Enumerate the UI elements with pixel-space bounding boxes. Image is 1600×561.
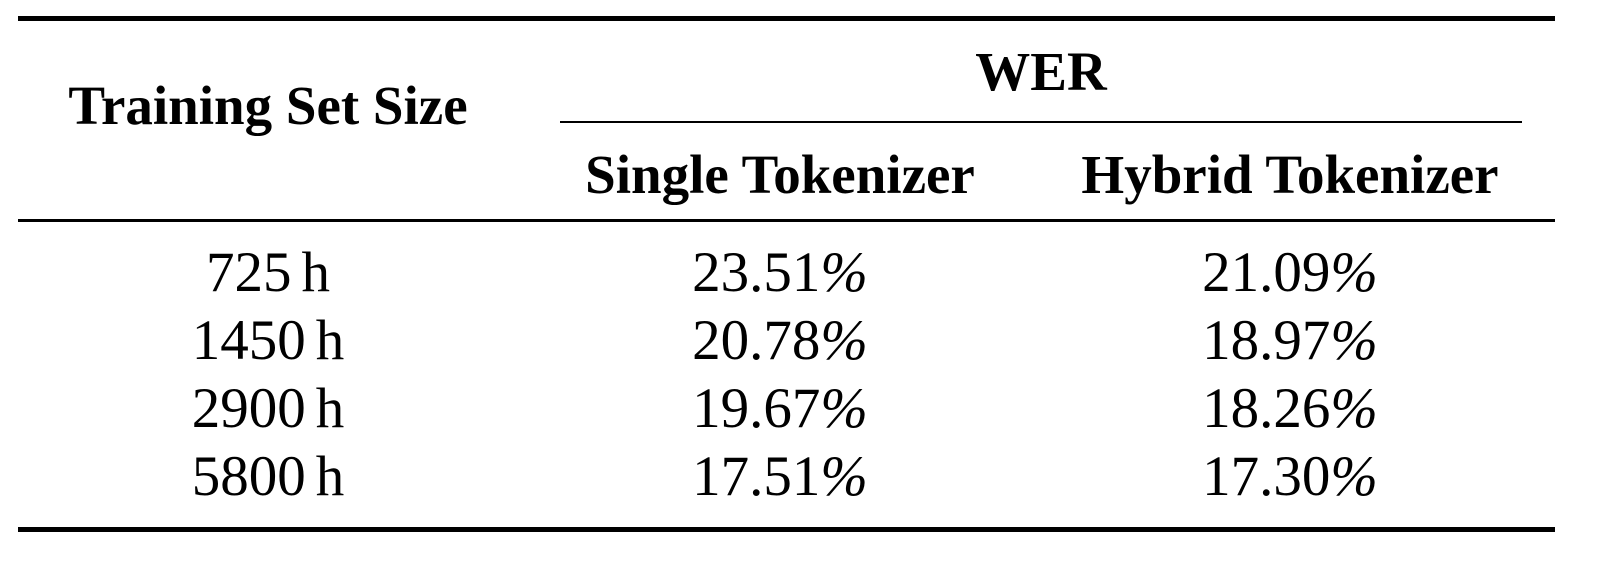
percent-sign: % bbox=[820, 241, 868, 304]
single-tokenizer-header: Single Tokenizer bbox=[585, 144, 975, 205]
percent-sign: % bbox=[820, 309, 868, 372]
size-unit: h bbox=[301, 241, 331, 304]
size-value: 725 bbox=[206, 241, 292, 304]
size-value: 5800 bbox=[191, 445, 306, 508]
table-row-size: 5800 h bbox=[18, 448, 518, 505]
wer-value: 17.51 bbox=[692, 445, 821, 508]
wer-value: 19.67 bbox=[692, 377, 821, 440]
table-row-single-wer: 20.78% bbox=[560, 312, 1000, 369]
wer-value: 20.78 bbox=[692, 309, 821, 372]
table-row-hybrid-wer: 18.26% bbox=[1040, 380, 1540, 437]
wer-group-header: WER bbox=[975, 41, 1107, 102]
table-row-hybrid-wer: 17.30% bbox=[1040, 448, 1540, 505]
table-row-size: 1450 h bbox=[18, 312, 518, 369]
percent-sign: % bbox=[1330, 309, 1378, 372]
header-rule bbox=[18, 219, 1555, 222]
group-underline bbox=[560, 121, 1522, 123]
wer-value: 18.26 bbox=[1202, 377, 1331, 440]
table-row-hybrid-wer: 18.97% bbox=[1040, 312, 1540, 369]
size-unit: h bbox=[315, 445, 345, 508]
wer-value: 18.97 bbox=[1202, 309, 1331, 372]
wer-value: 23.51 bbox=[692, 241, 821, 304]
hybrid-tokenizer-header: Hybrid Tokenizer bbox=[1081, 144, 1499, 205]
percent-sign: % bbox=[1330, 241, 1378, 304]
training-set-size-header: Training Set Size bbox=[68, 75, 468, 136]
percent-sign: % bbox=[820, 445, 868, 508]
size-unit: h bbox=[315, 377, 345, 440]
percent-sign: % bbox=[820, 377, 868, 440]
size-unit: h bbox=[315, 309, 345, 372]
table-row-single-wer: 23.51% bbox=[560, 244, 1000, 301]
size-value: 2900 bbox=[191, 377, 306, 440]
table-row-size: 725 h bbox=[18, 244, 518, 301]
wer-value: 21.09 bbox=[1202, 241, 1331, 304]
bottom-rule bbox=[18, 527, 1555, 532]
top-rule bbox=[18, 16, 1555, 21]
table-row-hybrid-wer: 21.09% bbox=[1040, 244, 1540, 301]
percent-sign: % bbox=[1330, 377, 1378, 440]
wer-value: 17.30 bbox=[1202, 445, 1331, 508]
percent-sign: % bbox=[1330, 445, 1378, 508]
size-value: 1450 bbox=[191, 309, 306, 372]
table-row-single-wer: 19.67% bbox=[560, 380, 1000, 437]
table-row-single-wer: 17.51% bbox=[560, 448, 1000, 505]
table-row-size: 2900 h bbox=[18, 380, 518, 437]
